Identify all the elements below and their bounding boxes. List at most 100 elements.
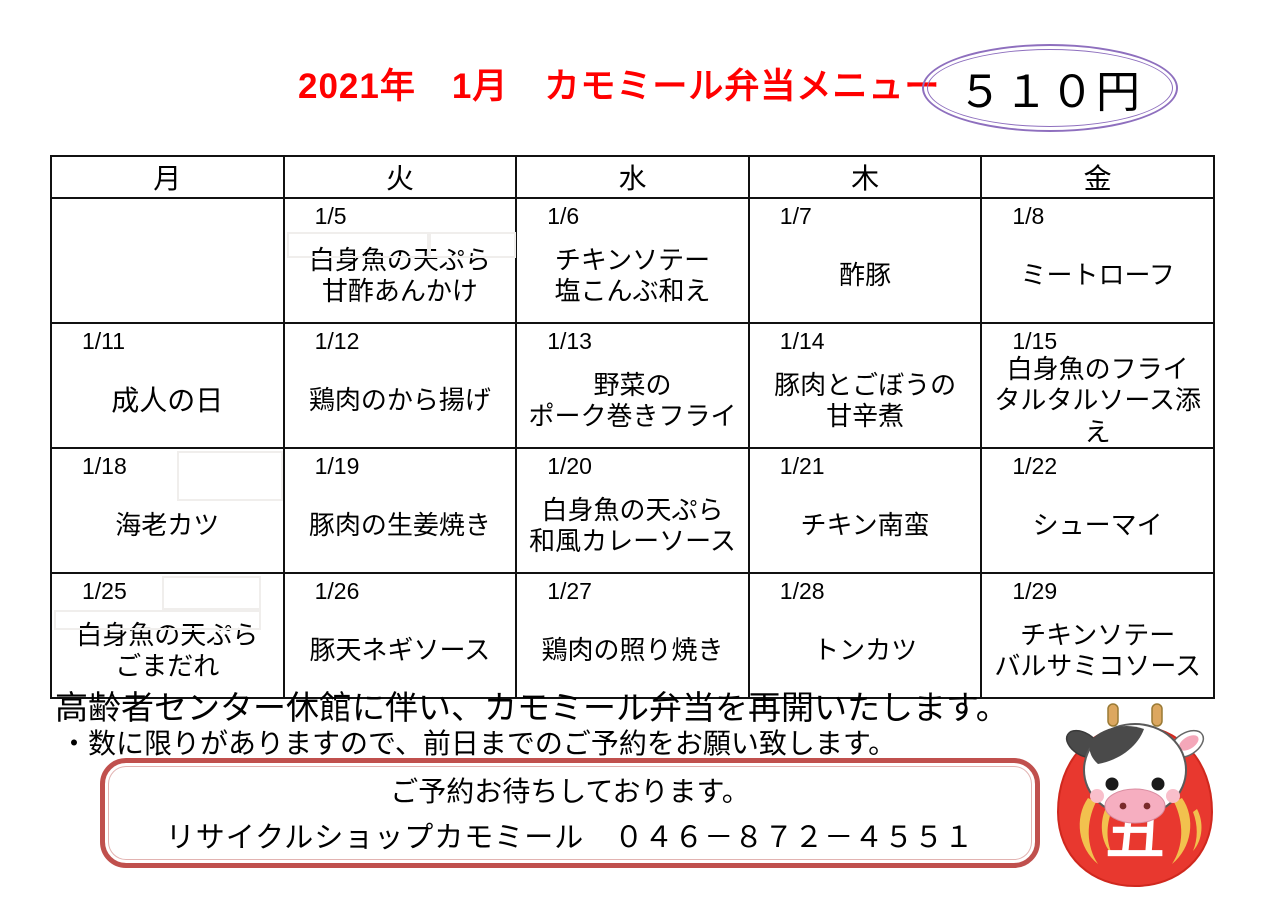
cell-menu: 白身魚の天ぷら 甘酢あんかけ bbox=[308, 244, 491, 306]
cell-menu: 鶏肉の照り焼き bbox=[541, 635, 724, 666]
placeholder-box bbox=[426, 232, 516, 258]
notice-line-2: ・数に限りがありますので、前日までのご予約をお願い致します。 bbox=[60, 728, 897, 759]
cell-menu: チキンソテー バルサミコソース bbox=[994, 619, 1202, 681]
cell-date: 1/7 bbox=[779, 203, 812, 229]
menu-calendar: 月 火 水 木 金 1/5 白身魚の天ぷら 甘酢あんかけ bbox=[50, 155, 1215, 699]
weekday-header-wed: 水 bbox=[515, 155, 750, 199]
calendar-cell-1-12: 1/12 鶏肉のから揚げ bbox=[282, 322, 518, 449]
eye-left bbox=[1105, 777, 1119, 791]
cell-date bbox=[52, 199, 283, 238]
cell-date: 1/29 bbox=[1012, 578, 1058, 604]
cell-menu bbox=[52, 238, 283, 322]
head-patch bbox=[1089, 726, 1144, 764]
placeholder-box bbox=[162, 576, 261, 610]
ear-right-inner bbox=[1178, 735, 1199, 751]
weekday-header-fri: 金 bbox=[980, 155, 1215, 199]
weekday-header-row: 月 火 水 木 金 bbox=[50, 155, 1215, 199]
placeholder-box bbox=[177, 451, 283, 501]
cell-date: 1/11 bbox=[82, 328, 126, 354]
cell-date: 1/20 bbox=[547, 453, 592, 479]
cell-date: 1/26 bbox=[314, 578, 360, 604]
cell-date: 1/18 bbox=[82, 453, 127, 479]
cheek-right bbox=[1166, 789, 1180, 803]
eye-right bbox=[1151, 777, 1165, 791]
cell-menu: 酢豚 bbox=[839, 260, 892, 291]
nostril-left bbox=[1119, 802, 1127, 810]
cell-menu: 野菜の ポーク巻きフライ bbox=[528, 369, 737, 431]
cell-menu: チキン南蛮 bbox=[800, 510, 930, 541]
ox-daruma-mascot-icon: 丑 bbox=[1056, 703, 1214, 888]
cell-menu: チキンソテー 塩こんぶ和え bbox=[554, 244, 711, 306]
cell-date: 1/22 bbox=[1012, 453, 1058, 479]
cell-menu: トンカツ bbox=[813, 635, 918, 666]
cell-date: 1/14 bbox=[779, 328, 825, 354]
calendar-cell-1-29: 1/29 チキンソテー バルサミコソース bbox=[980, 572, 1215, 699]
gold-crescent bbox=[1101, 806, 1112, 854]
shop-name-and-phone: リサイクルショップカモミール ０４６－８７２－４５５１ bbox=[165, 822, 975, 854]
placeholder-box bbox=[54, 610, 261, 630]
cell-date: 1/21 bbox=[779, 453, 825, 479]
cell-menu: 白身魚の天ぷら 和風カレーソース bbox=[529, 494, 736, 556]
calendar-week-row: 1/5 白身魚の天ぷら 甘酢あんかけ 1/6 チキンソテー 塩こんぶ和え 1/7… bbox=[50, 197, 1215, 324]
price-badge-inner-ring bbox=[927, 49, 1173, 127]
cell-menu: 鶏肉のから揚げ bbox=[308, 385, 491, 416]
cell-date: 1/8 bbox=[1012, 203, 1045, 229]
horn-left bbox=[1107, 703, 1119, 727]
calendar-cell-1-22: 1/22 シューマイ bbox=[980, 447, 1215, 574]
notice-line-1: 高齢者センター休館に伴い、カモミール弁当を再開いたします。 bbox=[55, 689, 1009, 726]
price-text: ５１０円 bbox=[958, 68, 1142, 117]
calendar-cell-1-15: 1/15 白身魚のフライ タルタルソース添え bbox=[980, 322, 1215, 449]
horn-right bbox=[1151, 703, 1163, 727]
calendar-cell-1-14: 1/14 豚肉とごぼうの 甘辛煮 bbox=[747, 322, 983, 449]
weekday-header-tue: 火 bbox=[282, 155, 518, 199]
calendar-cell-1-26: 1/26 豚天ネギソース bbox=[282, 572, 518, 699]
cell-date: 1/6 bbox=[547, 203, 580, 229]
calendar-cell-1-20: 1/20 白身魚の天ぷら 和風カレーソース bbox=[515, 447, 750, 574]
weekday-header-mon: 月 bbox=[50, 155, 285, 199]
reservation-box: ご予約お待ちしております。 リサイクルショップカモミール ０４６－８７２－４５５… bbox=[100, 758, 1040, 868]
calendar-cell-1-7: 1/7 酢豚 bbox=[747, 197, 983, 324]
cell-date: 1/13 bbox=[547, 328, 592, 354]
calendar-cell-1-11-holiday: 1/11 成人の日 bbox=[50, 322, 285, 449]
calendar-cell-1-21: 1/21 チキン南蛮 bbox=[747, 447, 983, 574]
cell-menu: 豚肉とごぼうの 甘辛煮 bbox=[774, 369, 957, 431]
gold-crescent bbox=[1172, 798, 1191, 864]
cell-date: 1/5 bbox=[314, 203, 347, 229]
cell-date: 1/28 bbox=[779, 578, 825, 604]
calendar-cell-1-13: 1/13 野菜の ポーク巻きフライ bbox=[515, 322, 750, 449]
calendar-week-row: 1/18 海老カツ 1/19 豚肉の生姜焼き 1/20 白身魚の天ぷら 和風カレ… bbox=[50, 447, 1215, 574]
calendar-cell-1-25: 1/25 白身魚の天ぷら ごまだれ bbox=[50, 572, 285, 699]
cell-date: 1/27 bbox=[547, 578, 592, 604]
calendar-cell-1-27: 1/27 鶏肉の照り焼き bbox=[515, 572, 750, 699]
calendar-cell-1-28: 1/28 トンカツ bbox=[747, 572, 983, 699]
gold-crescent bbox=[1079, 798, 1098, 864]
nostril-right bbox=[1143, 802, 1151, 810]
calendar-week-row: 1/25 白身魚の天ぷら ごまだれ 1/26 豚天ネギソース 1/27 鶏肉の照… bbox=[50, 572, 1215, 699]
calendar-cell-empty bbox=[50, 197, 285, 324]
placeholder-box bbox=[286, 232, 431, 258]
cheek-left bbox=[1090, 789, 1104, 803]
calendar-cell-1-8: 1/8 ミートローフ bbox=[980, 197, 1215, 324]
calendar-cell-1-6: 1/6 チキンソテー 塩こんぶ和え bbox=[515, 197, 750, 324]
cell-menu: 白身魚のフライ タルタルソース添え bbox=[994, 354, 1202, 447]
cell-menu: 白身魚の天ぷら ごまだれ bbox=[76, 619, 259, 681]
reservation-message: ご予約お待ちしております。 bbox=[390, 776, 750, 807]
cell-date: 1/19 bbox=[314, 453, 360, 479]
calendar-week-row: 1/11 成人の日 1/12 鶏肉のから揚げ 1/13 野菜の ポーク巻きフライ… bbox=[50, 322, 1215, 449]
calendar-cell-1-18: 1/18 海老カツ bbox=[50, 447, 285, 574]
gold-crescent bbox=[1193, 809, 1202, 851]
cell-date: 1/12 bbox=[314, 328, 360, 354]
page-title: 2021年 1月 カモミール弁当メニュー bbox=[298, 67, 941, 106]
cell-menu: シューマイ bbox=[1032, 510, 1163, 541]
calendar-cell-1-19: 1/19 豚肉の生姜焼き bbox=[282, 447, 518, 574]
cell-menu: 成人の日 bbox=[111, 385, 224, 417]
cell-menu: 豚肉の生姜焼き bbox=[308, 510, 491, 541]
price-badge: ５１０円 bbox=[922, 44, 1178, 132]
cell-menu: ミートローフ bbox=[1020, 260, 1175, 291]
cell-menu: 海老カツ bbox=[115, 510, 220, 541]
muzzle bbox=[1104, 788, 1166, 824]
cell-menu: 豚天ネギソース bbox=[309, 635, 491, 666]
weekday-header-thu: 木 bbox=[747, 155, 983, 199]
cell-date: 1/25 bbox=[82, 578, 127, 604]
cell-date: 1/15 bbox=[1012, 328, 1058, 354]
